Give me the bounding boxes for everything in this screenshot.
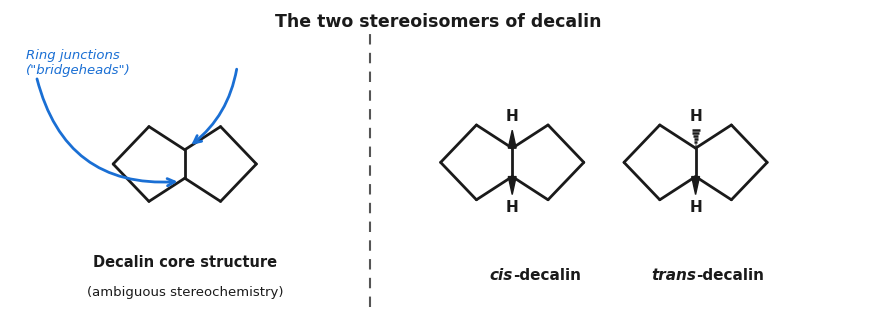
- Text: Decalin core structure: Decalin core structure: [93, 255, 277, 270]
- Polygon shape: [692, 176, 700, 195]
- Text: The two stereoisomers of decalin: The two stereoisomers of decalin: [275, 13, 601, 31]
- Text: trans: trans: [652, 268, 696, 283]
- Text: (ambiguous stereochemistry): (ambiguous stereochemistry): [87, 286, 283, 299]
- Text: H: H: [689, 109, 702, 124]
- Text: H: H: [689, 200, 702, 215]
- Text: cis: cis: [490, 268, 513, 283]
- Polygon shape: [508, 130, 516, 148]
- Text: Ring junctions
("bridgeheads"): Ring junctions ("bridgeheads"): [25, 49, 131, 76]
- Text: H: H: [505, 200, 519, 215]
- Text: -decalin: -decalin: [513, 268, 581, 283]
- Text: -decalin: -decalin: [696, 268, 765, 283]
- Polygon shape: [508, 176, 516, 195]
- Text: H: H: [505, 109, 519, 124]
